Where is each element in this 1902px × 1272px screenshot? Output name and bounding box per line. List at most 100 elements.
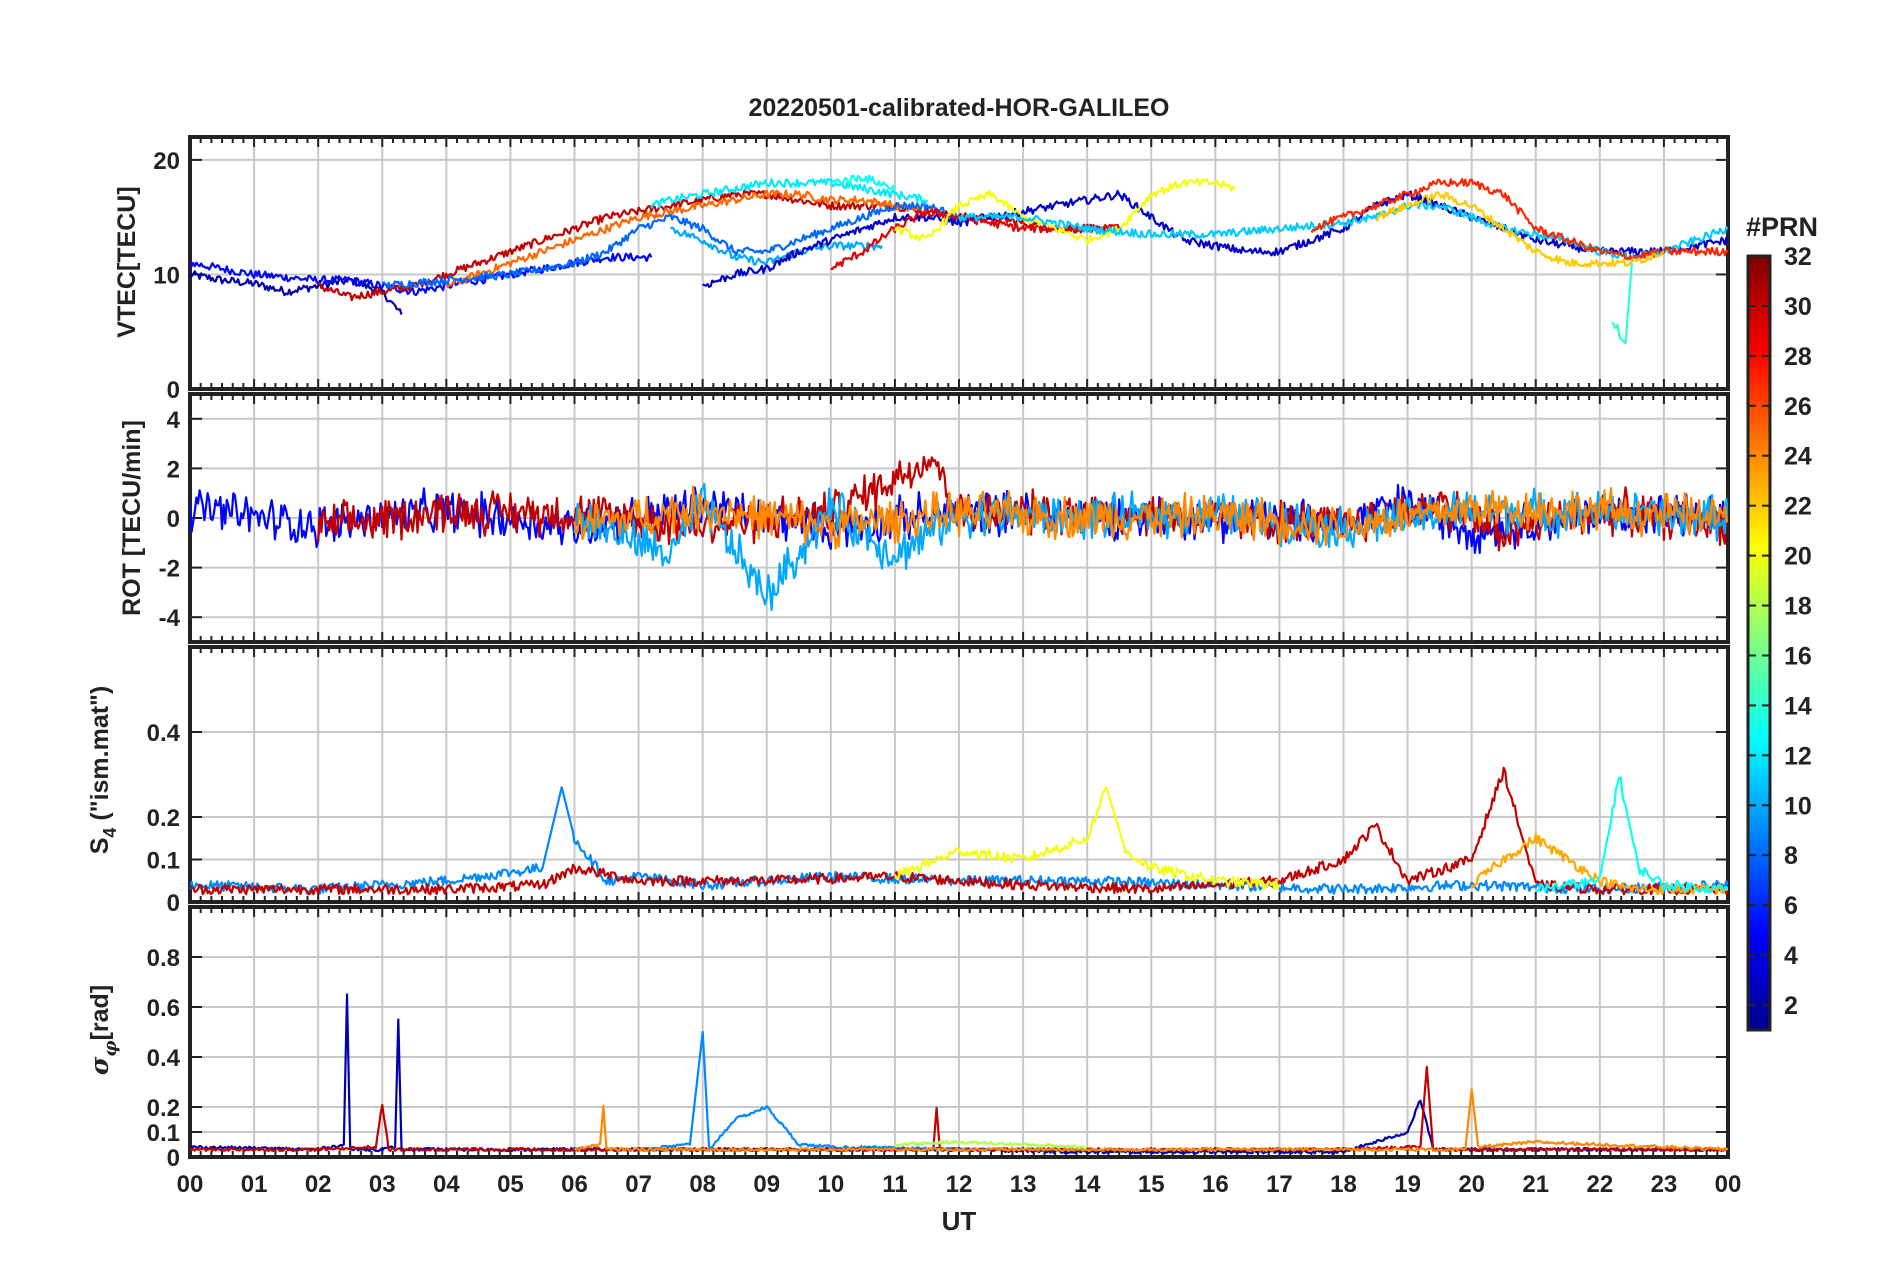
y-tick-label: 0.2	[147, 1095, 180, 1122]
panel-vtec-grid	[189, 137, 1729, 389]
panel-rot-series	[190, 455, 1728, 612]
series-line-prn-10	[669, 226, 883, 266]
x-axis-label: UT	[942, 1206, 977, 1236]
x-tick-label: 05	[497, 1171, 524, 1198]
y-tick-label: 0	[167, 890, 180, 917]
series-line-prn-18	[894, 1139, 1088, 1150]
series-line-prn-24	[573, 485, 1728, 550]
x-tick-label: 07	[625, 1171, 652, 1198]
x-tick-label: 01	[241, 1171, 268, 1198]
series-line-prn-10	[573, 482, 1728, 612]
x-tick-label: 19	[1394, 1171, 1421, 1198]
colorbar-tick-label: 18	[1784, 593, 1812, 621]
series-line-prn-30	[317, 189, 1121, 302]
x-tick-label: 08	[689, 1171, 716, 1198]
y-tick-label: 0.8	[147, 945, 180, 972]
series-line-prn-24	[573, 1088, 1728, 1153]
series-line-prn-11	[957, 200, 1728, 261]
colorbar-tick-label: 28	[1784, 343, 1812, 371]
panel-sigma-yticks: 00.10.2 0.4 0.6 0.8	[147, 945, 1728, 1172]
series-line-prn-13	[1535, 776, 1728, 894]
panel-s4-series	[190, 766, 1728, 896]
figure-title: 20220501-calibrated-HOR-GALILEO	[749, 94, 1170, 122]
y-tick-label: 0.4	[147, 1045, 181, 1072]
panel-sigma: 00.10.2 0.4 0.6 0.8 σφ[rad]	[85, 905, 1730, 1172]
colorbar-tick-label: 32	[1784, 243, 1812, 271]
x-tick-label: 00	[177, 1171, 204, 1198]
x-tick-label: 11	[882, 1171, 907, 1198]
colorbar-tick-label: 8	[1784, 842, 1798, 870]
colorbar-tick-label: 12	[1784, 742, 1812, 770]
y-tick-label: 4	[167, 407, 181, 434]
colorbar-tick-label: 6	[1784, 892, 1798, 920]
x-tick-label: 06	[561, 1171, 588, 1198]
colorbar-tick-label: 10	[1784, 792, 1812, 820]
series-line-prn-3	[702, 189, 1728, 288]
series-line-prn-25	[445, 189, 928, 288]
panel-s4-yticks: 0 0.1 0.2 0.4	[147, 720, 1728, 917]
y-tick-label: 0	[167, 377, 180, 404]
panel-sigma-ylabel: σφ[rad]	[85, 985, 121, 1075]
series-line-prn-20	[893, 786, 1281, 891]
x-tick-label: 12	[946, 1171, 973, 1198]
y-tick-label: 0.1	[147, 848, 180, 875]
panel-s4: 0 0.1 0.2 0.4 S4 ("ism.mat")	[86, 645, 1730, 917]
svg-text:σφ[rad]: σφ[rad]	[85, 985, 121, 1075]
x-tick-label: 15	[1138, 1171, 1165, 1198]
panel-sigma-series	[190, 993, 1728, 1155]
x-tick-label: 14	[1074, 1171, 1101, 1198]
y-tick-label: 0	[167, 506, 180, 533]
x-tick-label: 22	[1586, 1171, 1613, 1198]
panel-s4-ylabel: S4 ("ism.mat")	[86, 686, 120, 855]
panel-sigma-grid	[189, 907, 1729, 1157]
x-tick-label: 02	[305, 1171, 332, 1198]
x-tick-label: 09	[753, 1171, 780, 1198]
y-tick-label: -2	[159, 556, 180, 583]
series-line-prn-20	[893, 177, 1236, 246]
x-tick-label: 20	[1458, 1171, 1485, 1198]
y-tick-label: 20	[153, 148, 180, 175]
svg-text:S4 ("ism.mat"): S4 ("ism.mat")	[86, 686, 120, 855]
colorbar-tick-label: 30	[1784, 293, 1812, 321]
colorbar-tick-label: 24	[1784, 443, 1812, 471]
y-tick-label: -4	[159, 605, 181, 632]
series-line-prn-12	[650, 177, 928, 209]
series-line-prn-2	[190, 270, 403, 315]
x-tick-label: 03	[369, 1171, 396, 1198]
series-line-prn-14	[1611, 262, 1633, 345]
y-tick-label: 0.4	[147, 720, 181, 747]
series-line-prn-30	[190, 766, 1728, 896]
y-tick-label: 0.2	[147, 805, 180, 832]
x-tick-label: 23	[1651, 1171, 1678, 1198]
x-tick-label: 13	[1010, 1171, 1037, 1198]
x-tick-label: 16	[1202, 1171, 1229, 1198]
colorbar-tick-label: 16	[1784, 642, 1812, 670]
series-line-prn-8	[381, 201, 960, 289]
series-line-prn-13	[829, 174, 896, 191]
x-axis-ticks: 00 01 02 03 04 05 06 07 08 09 10 11 12 13 14 15 16 17 18 19…	[177, 1171, 1742, 1198]
series-line-prn-30	[317, 455, 1728, 552]
y-tick-label: 0.1	[147, 1120, 180, 1147]
panel-vtec-yticks: 0 10 20	[153, 148, 1728, 404]
x-tick-label: 10	[817, 1171, 844, 1198]
colorbar-tick-label: 26	[1784, 393, 1812, 421]
x-tick-label: 17	[1266, 1171, 1293, 1198]
colorbar-tick-label: 2	[1784, 992, 1798, 1020]
y-tick-label: 0	[167, 1145, 180, 1172]
series-line-prn-22	[1375, 191, 1665, 268]
x-tick-label: 00	[1715, 1171, 1742, 1198]
y-tick-label: 2	[167, 456, 180, 483]
x-tick-label: 04	[433, 1171, 460, 1198]
x-tick-label: 18	[1330, 1171, 1357, 1198]
panel-rot: -4 -2 0 2 4 ROT [TECU/min]	[118, 392, 1730, 644]
panel-rot-ylabel: ROT [TECU/min]	[118, 420, 146, 616]
colorbar-label: #PRN	[1746, 212, 1818, 242]
panel-vtec-series	[190, 174, 1728, 345]
colorbar-tick-label: 20	[1784, 543, 1812, 571]
colorbar-ramp	[1746, 254, 1772, 1032]
y-tick-label: 10	[153, 262, 180, 289]
y-tick-label: 0.6	[147, 995, 180, 1022]
